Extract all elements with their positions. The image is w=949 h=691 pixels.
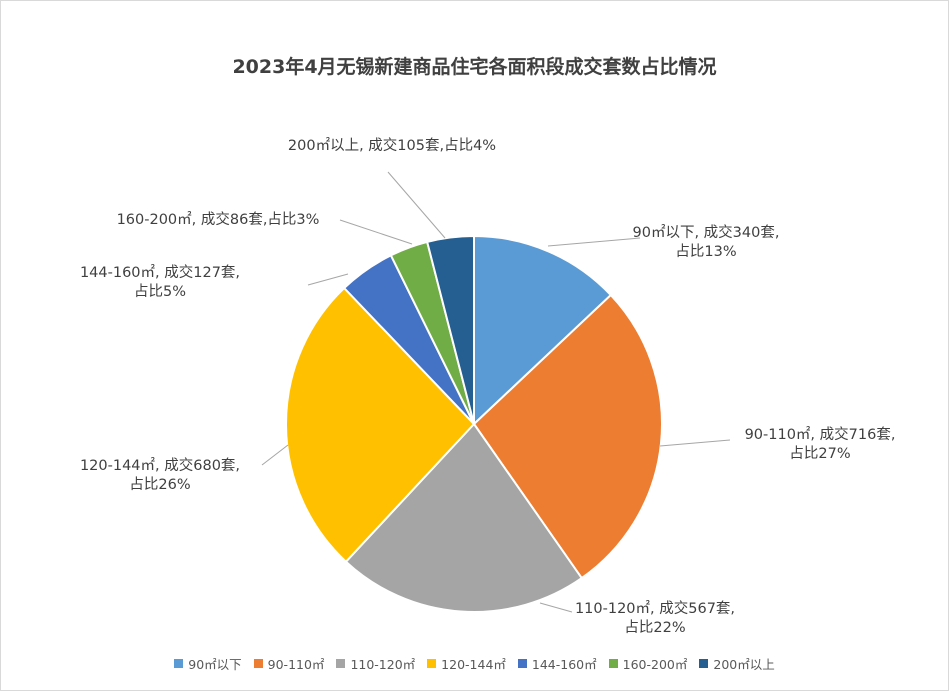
legend: 90㎡以下 90-110㎡ 110-120㎡ 120-144㎡ 144-160㎡ 160-… [0,654,949,673]
legend-item-2: 90-110㎡ [253,654,325,673]
leader-line-5 [307,273,349,286]
legend-item-4: 120-144㎡ [427,654,506,673]
leader-line-7 [387,171,446,239]
legend-label: 200㎡以上 [713,657,775,672]
legend-swatch [336,659,346,668]
legend-label: 90-110㎡ [267,657,325,672]
data-label-7: 200㎡以上, 成交105套,占比4% [288,136,496,154]
data-label-3: 110-120㎡, 成交567套,占比22% [575,599,735,636]
legend-item-1: 90㎡以下 [174,654,242,673]
chart-title: 2023年4月无锡新建商品住宅各面积段成交套数占比情况 [232,56,717,78]
leader-line-4 [261,444,289,466]
legend-swatch [608,659,618,668]
data-label-6: 160-200㎡, 成交86套,占比3% [117,210,320,228]
legend-swatch [174,659,184,668]
data-label-5: 144-160㎡, 成交127套,占比5% [80,263,240,300]
legend-swatch [699,659,709,668]
legend-label: 90㎡以下 [188,657,242,672]
legend-item-7: 200㎡以上 [699,654,775,673]
data-label-4: 120-144㎡, 成交680套,占比26% [80,456,240,493]
pie-slice-4 [285,286,476,564]
data-label-1: 90㎡以下, 成交340套,占比13% [633,223,780,260]
data-label-2: 90-110㎡, 成交716套,占比27% [745,425,896,462]
legend-item-3: 110-120㎡ [336,654,415,673]
legend-swatch [517,659,527,668]
pie-slice-1 [473,234,613,427]
legend-label: 144-160㎡ [531,657,597,672]
leader-line-2 [659,439,731,447]
legend-swatch [253,659,263,668]
legend-label: 110-120㎡ [350,657,416,672]
leader-line-1 [547,237,641,247]
pie-slice-2 [472,293,663,580]
pie-slice-7 [425,234,475,425]
legend-swatch [427,659,437,668]
legend-item-6: 160-200㎡ [608,654,688,673]
pie-slice-3 [344,422,584,613]
leader-line-3 [539,602,573,613]
legend-item-5: 144-160㎡ [517,654,597,673]
leader-line-6 [339,219,413,245]
legend-label: 120-144㎡ [441,657,506,672]
legend-label: 160-200㎡ [622,657,688,672]
